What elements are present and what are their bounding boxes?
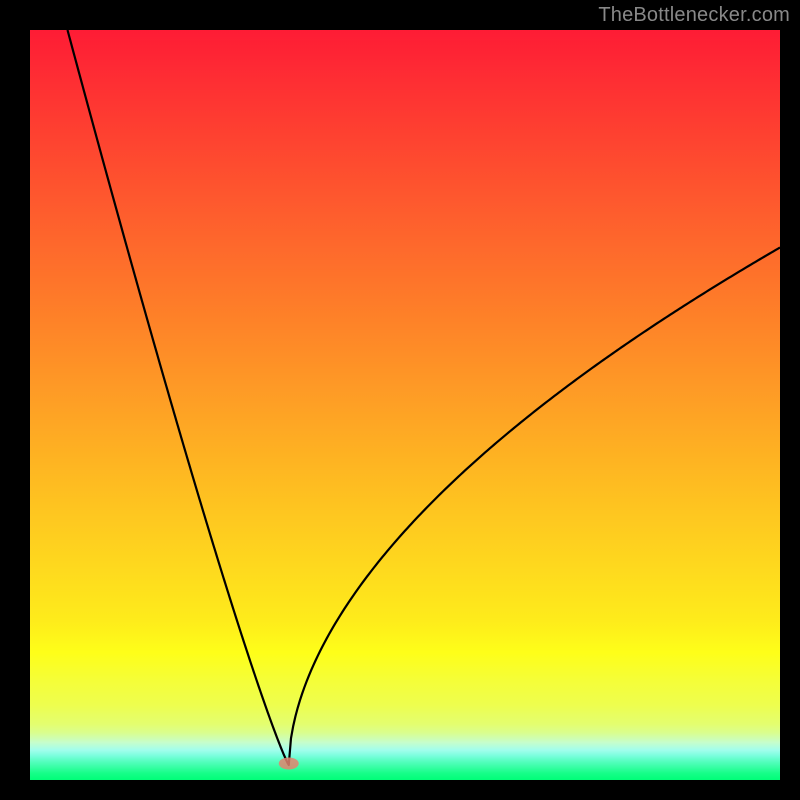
optimal-point-marker	[279, 758, 299, 770]
gradient-plot-area	[30, 30, 780, 780]
watermark-label: TheBottlenecker.com	[598, 4, 790, 27]
chart-svg	[0, 0, 800, 800]
bottleneck-chart: TheBottlenecker.com	[0, 0, 800, 800]
